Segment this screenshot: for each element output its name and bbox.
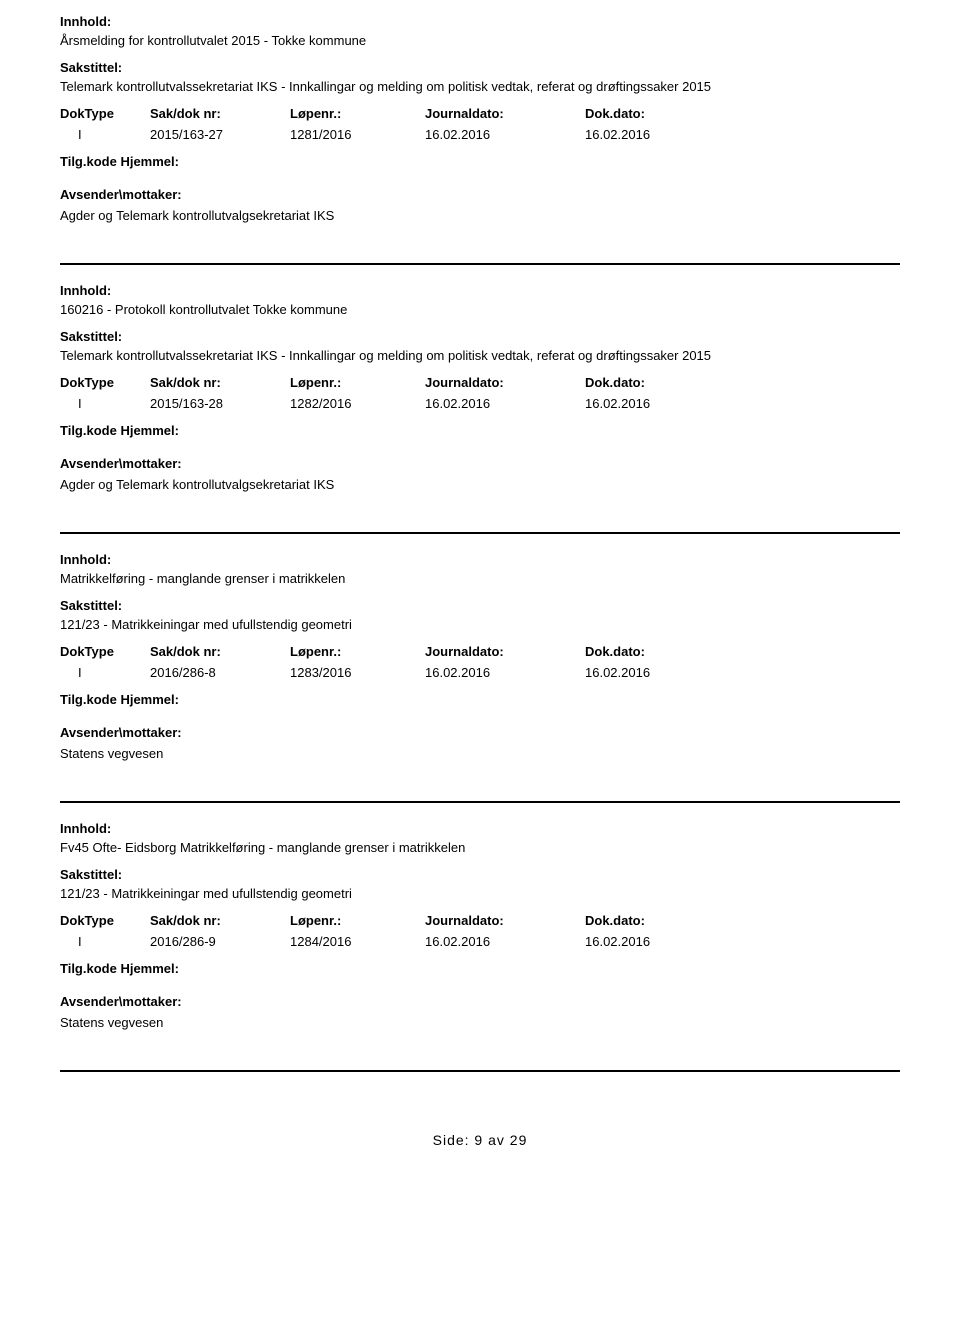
sakstittel-label: Sakstittel: [60,598,900,613]
cell-doktype: I [60,127,150,142]
sakstittel-text: Telemark kontrollutvalssekretariat IKS -… [60,79,900,94]
cell-sakdoknr: 2016/286-9 [150,934,290,949]
col-header-loepenr: Løpenr.: [290,375,425,390]
tilgkode-text: Tilg.kode [60,154,117,169]
divider [60,532,900,534]
cell-journaldato: 16.02.2016 [425,127,585,142]
col-header-sakdoknr: Sak/dok nr: [150,644,290,659]
tilgkode-label: Tilg.kode Hjemmel: [60,423,900,438]
col-header-sakdoknr: Sak/dok nr: [150,106,290,121]
col-header-dokdato: Dok.dato: [585,106,705,121]
cell-dokdato: 16.02.2016 [585,127,705,142]
innhold-label: Innhold: [60,283,900,298]
divider [60,801,900,803]
innhold-text: Fv45 Ofte- Eidsborg Matrikkelføring - ma… [60,840,900,855]
table-header: DokType Sak/dok nr: Løpenr.: Journaldato… [60,644,900,659]
avsender-text: Statens vegvesen [60,1015,900,1030]
col-header-journaldato: Journaldato: [425,106,585,121]
innhold-text: Årsmelding for kontrollutvalet 2015 - To… [60,33,900,48]
avsender-label: Avsender\mottaker: [60,725,900,740]
hjemmel-text: Hjemmel: [120,961,179,976]
avsender-text: Agder og Telemark kontrollutvalgsekretar… [60,477,900,492]
table-header: DokType Sak/dok nr: Løpenr.: Journaldato… [60,106,900,121]
cell-loepenr: 1284/2016 [290,934,425,949]
journal-entry: Innhold: 160216 - Protokoll kontrollutva… [60,283,900,492]
tilgkode-label: Tilg.kode Hjemmel: [60,961,900,976]
journal-entry: Innhold: Matrikkelføring - manglande gre… [60,552,900,761]
avsender-label: Avsender\mottaker: [60,994,900,1009]
col-header-sakdoknr: Sak/dok nr: [150,913,290,928]
cell-doktype: I [60,396,150,411]
avsender-label: Avsender\mottaker: [60,187,900,202]
cell-dokdato: 16.02.2016 [585,396,705,411]
tilgkode-text: Tilg.kode [60,423,117,438]
divider [60,1070,900,1072]
journal-entry: Innhold: Fv45 Ofte- Eidsborg Matrikkelfø… [60,821,900,1030]
tilgkode-text: Tilg.kode [60,692,117,707]
cell-journaldato: 16.02.2016 [425,396,585,411]
cell-dokdato: 16.02.2016 [585,665,705,680]
sakstittel-label: Sakstittel: [60,60,900,75]
table-header: DokType Sak/dok nr: Løpenr.: Journaldato… [60,913,900,928]
sakstittel-label: Sakstittel: [60,867,900,882]
journal-entry: Innhold: Årsmelding for kontrollutvalet … [60,0,900,223]
table-row: I 2015/163-28 1282/2016 16.02.2016 16.02… [60,396,900,411]
col-header-dokdato: Dok.dato: [585,913,705,928]
page-footer: Side: 9 av 29 [60,1132,900,1148]
cell-loepenr: 1281/2016 [290,127,425,142]
col-header-sakdoknr: Sak/dok nr: [150,375,290,390]
cell-sakdoknr: 2015/163-27 [150,127,290,142]
sakstittel-label: Sakstittel: [60,329,900,344]
innhold-label: Innhold: [60,821,900,836]
table-row: I 2016/286-9 1284/2016 16.02.2016 16.02.… [60,934,900,949]
cell-journaldato: 16.02.2016 [425,934,585,949]
avsender-text: Statens vegvesen [60,746,900,761]
col-header-doktype: DokType [60,644,150,659]
page-container: Innhold: Årsmelding for kontrollutvalet … [0,0,960,1188]
avsender-text: Agder og Telemark kontrollutvalgsekretar… [60,208,900,223]
innhold-text: 160216 - Protokoll kontrollutvalet Tokke… [60,302,900,317]
cell-loepenr: 1282/2016 [290,396,425,411]
col-header-loepenr: Løpenr.: [290,913,425,928]
col-header-journaldato: Journaldato: [425,644,585,659]
cell-journaldato: 16.02.2016 [425,665,585,680]
tilgkode-text: Tilg.kode [60,961,117,976]
sakstittel-text: 121/23 - Matrikkeiningar med ufullstendi… [60,617,900,632]
sakstittel-text: 121/23 - Matrikkeiningar med ufullstendi… [60,886,900,901]
cell-loepenr: 1283/2016 [290,665,425,680]
table-row: I 2015/163-27 1281/2016 16.02.2016 16.02… [60,127,900,142]
col-header-loepenr: Løpenr.: [290,106,425,121]
col-header-journaldato: Journaldato: [425,375,585,390]
col-header-loepenr: Løpenr.: [290,644,425,659]
col-header-journaldato: Journaldato: [425,913,585,928]
col-header-dokdato: Dok.dato: [585,375,705,390]
col-header-doktype: DokType [60,375,150,390]
hjemmel-text: Hjemmel: [120,692,179,707]
table-row: I 2016/286-8 1283/2016 16.02.2016 16.02.… [60,665,900,680]
table-header: DokType Sak/dok nr: Løpenr.: Journaldato… [60,375,900,390]
cell-doktype: I [60,934,150,949]
sakstittel-text: Telemark kontrollutvalssekretariat IKS -… [60,348,900,363]
divider [60,263,900,265]
cell-sakdoknr: 2015/163-28 [150,396,290,411]
cell-dokdato: 16.02.2016 [585,934,705,949]
col-header-dokdato: Dok.dato: [585,644,705,659]
cell-sakdoknr: 2016/286-8 [150,665,290,680]
hjemmel-text: Hjemmel: [120,423,179,438]
tilgkode-label: Tilg.kode Hjemmel: [60,154,900,169]
innhold-label: Innhold: [60,552,900,567]
hjemmel-text: Hjemmel: [120,154,179,169]
col-header-doktype: DokType [60,106,150,121]
tilgkode-label: Tilg.kode Hjemmel: [60,692,900,707]
innhold-text: Matrikkelføring - manglande grenser i ma… [60,571,900,586]
col-header-doktype: DokType [60,913,150,928]
avsender-label: Avsender\mottaker: [60,456,900,471]
innhold-label: Innhold: [60,14,900,29]
cell-doktype: I [60,665,150,680]
